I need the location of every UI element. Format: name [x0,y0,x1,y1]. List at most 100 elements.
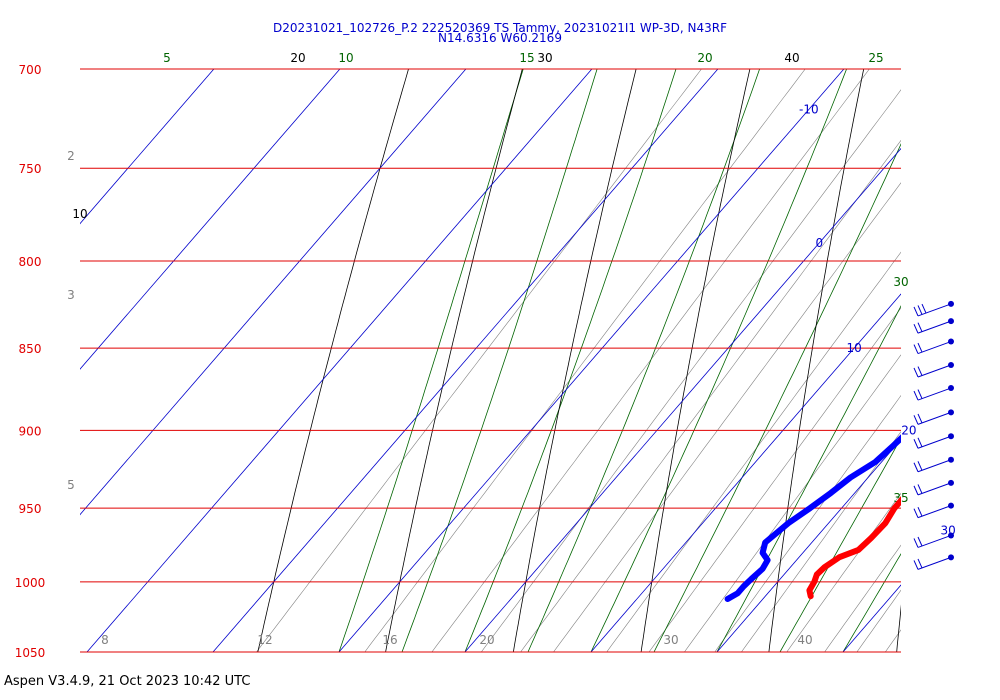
wind-barb-staff [917,411,952,425]
wind-barb-staff [917,505,952,519]
isotherm-label: -10 [799,103,819,117]
mixing-ratio-label: 2 [67,149,75,163]
wind-barb-feather [917,305,923,315]
mixing-ratio-line [520,139,901,652]
wind-barb-feather [917,413,923,424]
moist-adiabat [401,69,598,652]
pressure-label: 1000 [15,576,46,590]
mixing-ratio-line [481,89,901,652]
isotherm [716,438,901,652]
dry-adiabat [896,604,901,652]
wind-barb-staff [917,303,952,317]
wind-barb-feather [917,322,923,332]
mixing-ratio-line [741,431,901,652]
wind-barb-feather [921,303,927,314]
mixing-ratio-line [911,69,1000,652]
wind-barb-feather [913,462,919,472]
mixing-ratio-label: 20 [479,633,494,647]
moist-adiabat-label: 10 [338,51,353,65]
wind-barb-feather [913,367,919,378]
mixing-ratio-line [786,492,901,652]
dewpoint-profile [724,434,901,602]
wind-barb-feather [917,437,923,447]
isotherm [969,69,1000,652]
mixing-ratio-line [824,544,901,652]
chart-subtitle: N14.6316 W60.2169 [438,31,562,45]
isotherm [842,584,901,652]
isotherm [212,69,719,652]
wind-barb-feather [917,558,923,569]
mixing-ratio-line [648,307,901,652]
mixing-ratio-label: 40 [797,633,812,647]
wind-barb-staff [917,459,952,473]
wind-barb-feather [917,342,923,353]
isotherm [80,69,215,225]
mixing-ratio-line [364,69,806,652]
moist-adiabat [590,69,847,652]
dry-adiabat-label: 30 [537,51,552,65]
dry-adiabat [257,69,409,652]
wind-barb-feather [913,306,919,317]
wind-barb-feather [913,344,919,354]
mixing-ratio-label: 8 [101,633,109,647]
wind-barb-feather [917,461,923,471]
wind-barb-feather [917,484,923,494]
isotherm-label: 20 [901,423,916,437]
dry-adiabat-label: 10 [72,207,87,221]
mixing-ratio-line [714,395,901,652]
moist-adiabat [527,69,760,652]
moist-adiabat-label: 15 [519,51,534,65]
wind-barb-staff [917,482,952,496]
mixing-ratio-line [553,182,901,652]
moist-adiabat-label: 25 [868,51,883,65]
pressure-label: 700 [19,63,42,77]
wind-barb-staff [917,534,952,548]
wind-barb-feather [917,389,923,399]
isotherm [590,293,901,652]
moist-adiabat [842,553,901,652]
pressure-label: 950 [19,502,42,516]
wind-barb-feather [917,506,923,517]
mixing-ratio-line [431,69,870,652]
dry-adiabat [385,69,523,652]
isotherms [80,69,1000,652]
dry-adiabat [640,69,751,652]
wind-barb-staff [917,364,952,378]
wind-barb-feather [913,390,919,401]
isotherm [86,69,593,652]
chart-title: D20231021_102726_P.2 222520369 TS Tammy,… [272,21,728,35]
wind-barb-feather [913,560,919,570]
moist-adiabats [338,69,1000,652]
moist-adiabat [338,69,524,652]
wind-barb-staff [917,341,952,355]
pressure-label: 1050 [15,646,46,660]
wind-barb-feather [913,508,919,518]
mixing-ratio-lines [256,69,1000,652]
moist-adiabat [969,69,1000,652]
mixing-ratio-line [856,589,901,652]
wind-barb-staff [917,556,952,570]
wind-barb-feather [913,415,919,425]
mixing-ratio-line [606,251,901,652]
mixing-ratio-line [885,629,901,652]
isotherm [338,69,845,652]
wind-barb-staff [917,387,952,401]
moist-adiabat-label: 20 [697,51,712,65]
mixing-ratio-label: 12 [257,633,272,647]
isotherm-label: 10 [846,341,861,355]
pressure-label: 750 [19,162,42,176]
wind-barb-feather [913,323,919,334]
mixing-ratio-line [256,69,702,652]
wind-barb-feather [917,536,923,547]
dry-adiabat [768,69,865,652]
isotherm-label: 0 [815,236,823,250]
mixing-ratio-label: 16 [382,633,397,647]
wind-barb-feather [913,485,919,496]
moist-adiabat [653,143,901,652]
isotherm [464,147,901,652]
wind-barbs [913,300,954,570]
dry-adiabat [513,69,637,652]
mixing-ratio-line [684,354,901,652]
wind-barb-staff [917,320,952,334]
isotherm [80,69,467,516]
